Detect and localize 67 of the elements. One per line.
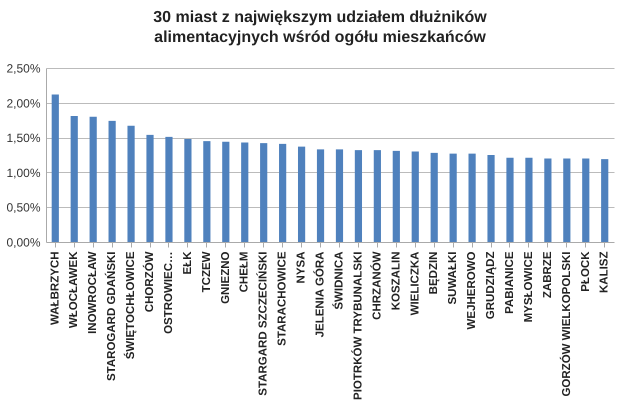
x-tick-label: ŚWIDNICA: [331, 252, 346, 310]
bar: [582, 158, 590, 242]
x-tick-label: TCZEW: [200, 251, 213, 292]
x-tick-label: JELENIA GÓRA: [312, 252, 327, 338]
x-tick-label: WAŁBRZYCH: [49, 252, 62, 325]
bar: [203, 141, 210, 242]
bar: [336, 149, 344, 242]
bar: [450, 154, 457, 242]
x-tick-label: STARGARD SZCZECIŃSKI: [256, 252, 270, 396]
x-tick-label: PIOTRKÓW TRYBUNALSKI: [350, 252, 364, 400]
bar: [127, 126, 135, 242]
x-tick-label: PABIANICE: [504, 251, 516, 314]
bar: [506, 158, 514, 242]
bar: [525, 158, 533, 242]
x-tick-label: KALISZ: [598, 252, 611, 294]
y-tick-label: 2,50%: [6, 62, 41, 76]
x-tick-label: ZABRZE: [542, 251, 554, 298]
x-tick-label: CHORZÓW: [142, 251, 156, 312]
x-tick-label: WŁOCŁAWEK: [68, 250, 80, 328]
bar: [374, 150, 381, 242]
x-tick-label: WEJHEROWO: [466, 251, 478, 330]
bar: [279, 144, 286, 242]
x-tick-label: INOWROCŁAW: [87, 251, 100, 334]
bar: [412, 152, 419, 242]
x-tick-label: CHEŁM: [238, 252, 251, 292]
x-tick-label: CHRZANÓW: [369, 251, 384, 320]
bar: [298, 146, 306, 242]
bar: [563, 158, 570, 242]
bar: [165, 136, 173, 242]
x-tick-label: WIELICZKA: [409, 252, 422, 316]
x-tick-label: STAROGARD GDAŃSKI: [104, 252, 118, 381]
y-tick-label: 1,00%: [6, 166, 41, 180]
bar: [316, 149, 324, 242]
bar: [487, 155, 495, 242]
x-tick-label: GNIEZNO: [220, 251, 232, 304]
bar: [52, 94, 59, 242]
x-tick-label: OSTROWIEC…: [162, 252, 175, 334]
bar: [544, 158, 552, 242]
bar: [468, 154, 476, 242]
y-tick-label: 1,50%: [6, 131, 41, 146]
y-tick-label: 0,00%: [6, 236, 41, 250]
bar: [241, 142, 248, 242]
bar: [70, 116, 78, 242]
x-tick-label: KOSZALIN: [390, 252, 402, 310]
x-tick-label: PŁOCK: [580, 250, 592, 292]
bar: [108, 120, 116, 242]
y-tick-label: 0,50%: [6, 200, 41, 215]
x-tick-label: EŁK: [182, 250, 194, 274]
chart-title: 30 miast z największym udziałem dłużników alimentacyjnych wśród ogółu mieszkańców: [152, 8, 488, 48]
y-tick-label: 2,00%: [6, 96, 41, 110]
x-tick-label: SUWAŁKI: [447, 252, 460, 305]
x-tick-label: ŚWIĘTOCHŁOWICE: [123, 251, 138, 360]
bar: [90, 116, 97, 242]
x-tick-label: BĘDZIN: [428, 252, 440, 294]
bar: [430, 152, 438, 242]
bar: [184, 138, 192, 242]
x-tick-label: NYSA: [296, 252, 308, 284]
bar: [260, 143, 268, 242]
bar: [392, 150, 400, 242]
bar: [222, 142, 230, 242]
bar: [146, 134, 154, 242]
x-tick-label: GORZÓW WIELKOPOLSKI: [558, 252, 573, 397]
x-tick-label: STARACHOWICE: [276, 251, 289, 346]
bar: [601, 159, 608, 242]
bar: [354, 150, 362, 242]
x-tick-label: MYSŁOWICE: [522, 251, 535, 322]
x-tick-label: GRUDZIĄDZ: [485, 252, 498, 320]
